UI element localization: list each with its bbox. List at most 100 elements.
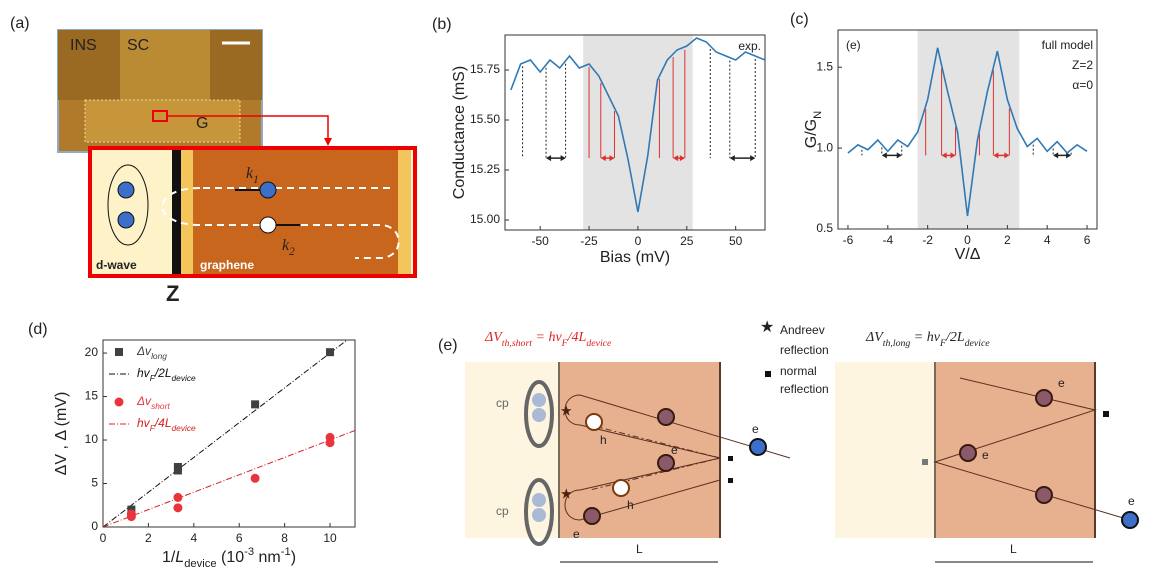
arrow-head: [673, 155, 679, 162]
electron: [657, 454, 675, 472]
data-line: [847, 47, 1088, 217]
label: L: [636, 542, 643, 556]
electron: [532, 508, 546, 522]
y-tick-label: 15.25: [470, 162, 500, 176]
trajectory: [161, 187, 400, 259]
text-part: ): [291, 549, 296, 566]
label: G: [196, 115, 208, 132]
electron: [1035, 389, 1053, 407]
k1: k1: [246, 165, 259, 186]
text-part: 1: [253, 174, 259, 186]
text-part: N: [812, 111, 824, 119]
hole: [259, 216, 277, 234]
x-tick-label: 2: [1004, 233, 1011, 247]
y-axis-label: ΔV , Δ (mV): [53, 392, 70, 476]
y-tick-label: 15.75: [470, 62, 500, 76]
arrow-head: [679, 155, 685, 162]
text-part: Δv: [136, 394, 152, 408]
text-part: hv: [137, 366, 151, 380]
x-tick-label: 4: [1044, 233, 1051, 247]
label: e: [1128, 494, 1135, 508]
arrow-head: [560, 155, 566, 162]
plot-frame: [102, 339, 356, 528]
x-tick-label: -2: [922, 233, 933, 247]
x-tick-label: 10: [323, 531, 337, 545]
y-tick-label: 10: [85, 432, 99, 446]
x-tick-label: -25: [580, 234, 598, 248]
square: [765, 371, 771, 377]
text-part: F: [150, 423, 156, 433]
text-part: /2L: [154, 366, 172, 380]
arrow-head: [1004, 152, 1010, 159]
panel-label: (a): [10, 15, 30, 32]
annotation: Z=2: [1072, 58, 1093, 72]
electron: [959, 444, 977, 462]
panel-e: (e) ΔVth,short = hvF/4Ldevice ΔVth,long …: [438, 319, 1139, 563]
legend-text: Δvlong: [136, 344, 167, 361]
square: [922, 459, 928, 465]
d-wave-region: [92, 150, 172, 274]
trajectory: [933, 377, 1131, 521]
y-tick-label: 1.0: [816, 140, 833, 154]
hole: [612, 479, 630, 497]
arrow-head: [950, 152, 956, 159]
annotation: full model: [1042, 38, 1093, 52]
electron: [749, 438, 767, 456]
sc-region: [465, 362, 560, 538]
hole: [585, 413, 603, 431]
text-part: -3: [244, 546, 254, 558]
panel-label: (d): [28, 321, 48, 338]
y-axis-label: G/GN: [803, 111, 824, 148]
hole-trajectory: [589, 424, 721, 491]
legend-text: Δvshort: [136, 394, 170, 411]
square: [728, 478, 733, 483]
shaded-region: [917, 30, 1020, 229]
label: e: [573, 527, 580, 541]
arrow-head: [546, 155, 552, 162]
y-axis-label: Conductance (mS): [451, 66, 468, 199]
text-part: Conductance (mS): [451, 66, 468, 199]
cooper-pair: [107, 164, 149, 246]
formula: ΔVth,long = hvF/2Ldevice: [865, 330, 990, 349]
point: [250, 473, 260, 483]
legend-text: hvF/4Ldevice: [137, 416, 196, 433]
panel-label: (b): [432, 16, 452, 33]
electron: [117, 181, 135, 199]
star: ★: [560, 403, 573, 419]
text-part: F: [150, 373, 156, 383]
legend-text: reflection: [780, 382, 829, 396]
legend-text: reflection: [780, 343, 829, 357]
text-part: th,long: [883, 338, 911, 349]
square: [728, 456, 733, 461]
label: cp: [496, 396, 509, 410]
point: [173, 462, 182, 471]
x-tick-label: 2: [145, 531, 152, 545]
electron: [117, 211, 135, 229]
fit-line: [103, 340, 348, 527]
text-part: G/G: [803, 119, 820, 148]
label: e: [671, 443, 678, 457]
electron: [259, 181, 277, 199]
x-tick-label: -50: [532, 234, 550, 248]
panel-label: (c): [790, 11, 809, 28]
x-tick-label: 0: [635, 234, 642, 248]
label: e: [752, 422, 759, 436]
text-part: ΔV: [484, 330, 503, 345]
text-part: /4L: [154, 416, 172, 430]
panel-a: (a) INS SC G k1 k2 d-wave graphene Z: [10, 15, 417, 306]
graphene-region: [935, 362, 1095, 538]
panel-label: (e): [438, 337, 458, 354]
x-axis-label: 1/Ldevice (10-3 nm-1): [162, 546, 296, 570]
y-tick-label: 15: [85, 389, 99, 403]
label: d-wave: [96, 258, 137, 272]
x-tick-label: 50: [729, 234, 743, 248]
annotation: α=0: [1072, 78, 1093, 92]
text-part: ΔV , Δ (mV): [53, 392, 70, 476]
point: [126, 509, 136, 519]
arrow-head: [1053, 152, 1059, 159]
label: Z: [166, 281, 179, 306]
barrier: [172, 150, 181, 274]
star: ★: [560, 486, 573, 502]
y-tick-label: 1.5: [816, 59, 833, 73]
y-tick-label: 0: [91, 519, 98, 533]
